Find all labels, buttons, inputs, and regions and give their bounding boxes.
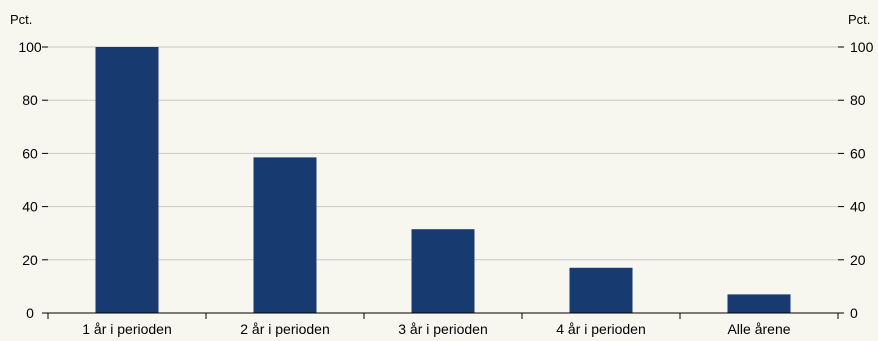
y-tick-label-left: 40 — [22, 199, 38, 215]
y-tick-label-right: 60 — [850, 145, 866, 161]
bar — [411, 229, 475, 313]
y-tick-label-right: 0 — [850, 305, 858, 321]
bar — [95, 47, 159, 313]
y-tick-label-right: 40 — [850, 199, 866, 215]
gridlines — [48, 46, 838, 261]
y-tick-label-right: 80 — [850, 92, 866, 108]
y-tick-label-left: 0 — [26, 305, 34, 321]
y-axis-unit-right: Pct. — [848, 12, 870, 27]
x-tick-label: 4 år i perioden — [556, 321, 646, 337]
bar — [727, 294, 791, 313]
x-tick-labels: 1 år i perioden 2 år i perioden 3 år i per… — [82, 321, 790, 337]
bar — [569, 267, 633, 313]
y-tick-label-left: 60 — [22, 145, 38, 161]
x-tick-label: 3 år i perioden — [398, 321, 488, 337]
y-tick-label-left: 80 — [22, 92, 38, 108]
x-tick-label: Alle årene — [727, 321, 790, 337]
x-tick-label: 2 år i perioden — [240, 321, 330, 337]
axes — [42, 46, 844, 319]
y-tick-label-right: 100 — [850, 39, 874, 55]
y-tick-label-left: 100 — [18, 39, 42, 55]
y-axis-unit-left: Pct. — [10, 12, 32, 27]
bar — [253, 157, 317, 313]
y-tick-label-left: 20 — [22, 252, 38, 268]
y-tick-label-right: 20 — [850, 252, 866, 268]
bars — [95, 47, 791, 313]
y-tick-labels-right: 0 20 40 60 80 100 — [850, 39, 874, 321]
y-tick-labels-left: 0 20 40 60 80 100 — [18, 39, 42, 321]
x-tick-label: 1 år i perioden — [82, 321, 172, 337]
